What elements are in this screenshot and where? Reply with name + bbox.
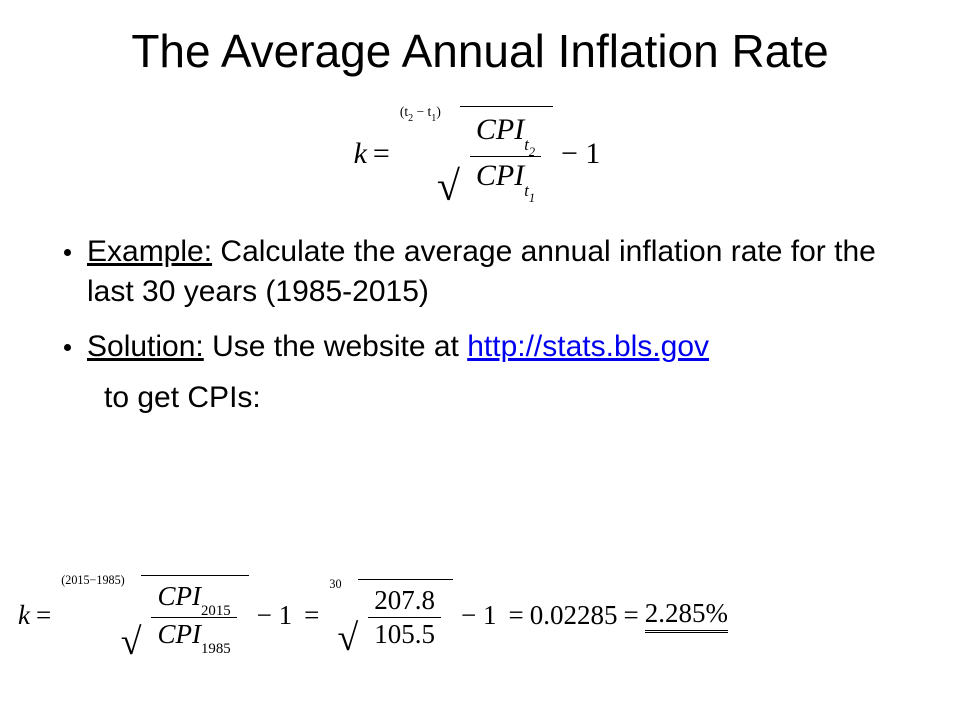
lhs-var: k [354, 137, 367, 171]
slide: The Average Annual Inflation Rate k = (t… [0, 0, 960, 720]
result-decimal: 0.02285 [530, 600, 618, 631]
result-percent: 2.285% [645, 598, 728, 633]
bullet-icon [64, 249, 71, 256]
slide-title: The Average Annual Inflation Rate [40, 24, 920, 78]
solution-bullet: Solution: Use the website at http://stat… [64, 327, 920, 368]
cpi-fraction: CPIt2 CPIt1 [470, 111, 541, 202]
bls-link[interactable]: http://stats.bls.gov [467, 330, 709, 363]
example-label: Example: [87, 235, 212, 268]
solution-text-after: to get CPIs: [104, 381, 920, 415]
numeric-formula: k = (2015−1985) √ CPI2015 CPI1985 − 1 = … [18, 575, 960, 656]
solution-text-before: Use the website at [204, 330, 467, 363]
root-years: (2015−1985) √ CPI2015 CPI1985 [59, 575, 248, 656]
nth-root: (t2 − t1) √ CPIt2 CPIt1 [398, 106, 553, 202]
solution-label: Solution: [87, 330, 204, 363]
root-30: 30 √ 207.8 105.5 [327, 579, 453, 652]
example-bullet: Example: Calculate the average annual in… [64, 232, 920, 313]
bullet-icon [64, 344, 71, 351]
general-formula: k = (t2 − t1) √ CPIt2 CPIt1 [40, 106, 920, 202]
